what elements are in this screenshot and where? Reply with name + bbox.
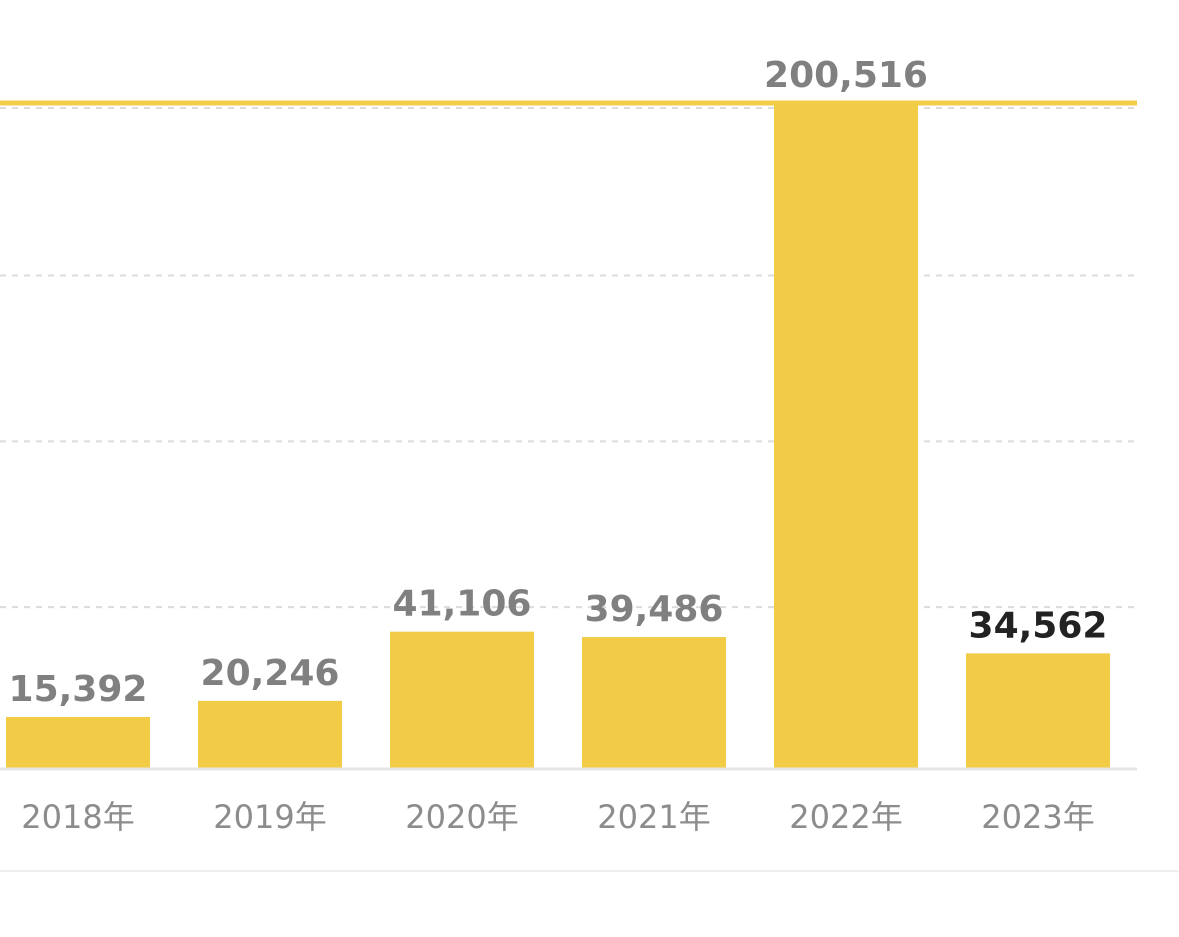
bar [582,637,726,768]
x-tick-label: 2020年 [405,798,518,836]
grid-layer [0,107,1137,609]
x-tick-label: 2019年 [213,798,326,836]
x-tick-label: 2021年 [597,798,710,836]
x-tick-label: 2022年 [789,798,902,836]
bar-value-label: 39,486 [585,589,724,630]
bar-value-label: 15,392 [9,669,148,710]
x-tick-label: 2023年 [981,798,1094,836]
bar [966,653,1110,768]
value-label-layer: 15,392 20,246 41,106 39,486 200,516 34,562 [9,55,1108,710]
bar-value-label: 34,562 [969,605,1108,646]
bar [198,700,342,768]
bar [774,103,918,768]
bar [390,631,534,768]
x-tick-layer: 2018年 2019年 2020年 2021年 2022年 2023年 [21,798,1094,836]
bar-value-label: 20,246 [201,653,340,694]
bar-value-label: 200,516 [764,55,928,96]
bar [6,716,150,768]
bar-value-label: 41,106 [393,584,532,625]
x-tick-label: 2018年 [21,798,134,836]
bar-layer [6,103,1110,768]
